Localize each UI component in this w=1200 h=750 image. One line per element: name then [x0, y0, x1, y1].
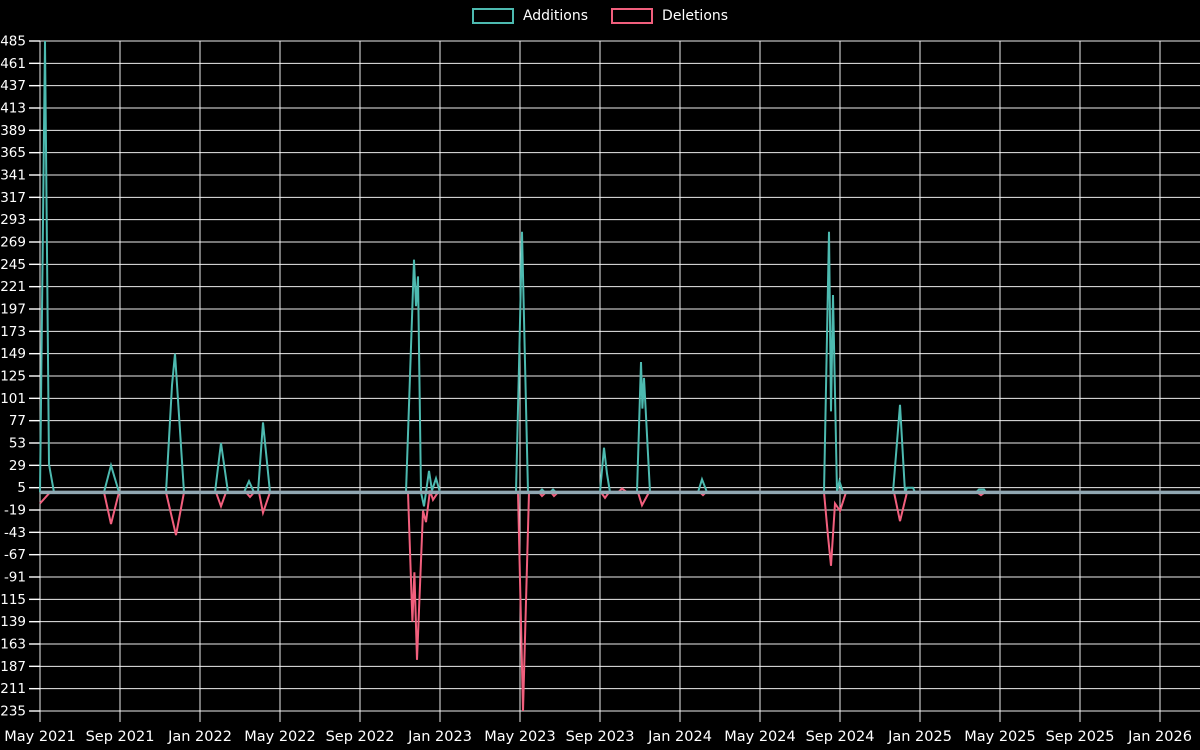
- y-tick-label: 77: [9, 413, 26, 429]
- legend-item-deletions: Deletions: [611, 7, 728, 25]
- y-tick-label: -139: [0, 614, 26, 630]
- legend-item-additions: Additions: [471, 7, 589, 25]
- y-tick-label: 437: [0, 78, 26, 94]
- x-tick-label: May 2022: [244, 729, 316, 745]
- x-tick-label: Sep 2024: [806, 729, 875, 745]
- y-tick-label: -67: [4, 547, 26, 563]
- x-tick-label: Jan 2024: [647, 729, 712, 745]
- x-tick-label: Sep 2025: [1046, 729, 1115, 745]
- y-tick-label: 245: [0, 257, 26, 273]
- y-tick-label: -91: [4, 570, 26, 586]
- y-tick-label: 293: [0, 212, 26, 228]
- x-tick-label: May 2024: [724, 729, 796, 745]
- x-tick-label: Jan 2023: [407, 729, 472, 745]
- y-tick-label: -115: [0, 592, 26, 608]
- y-tick-label: -163: [0, 637, 26, 653]
- y-tick-label: 5: [17, 480, 26, 496]
- y-tick-label: 485: [0, 34, 26, 50]
- series-deletions: [39, 487, 1198, 712]
- y-tick-label: 53: [9, 436, 26, 452]
- y-tick-label: 29: [9, 458, 26, 474]
- y-tick-label: -211: [0, 681, 26, 697]
- y-tick-label: 461: [0, 56, 26, 72]
- y-tick-label: 173: [0, 324, 26, 340]
- y-tick-label: 389: [0, 123, 26, 139]
- y-tick-label: 341: [0, 168, 26, 184]
- legend: Additions Deletions: [0, 7, 1200, 25]
- y-tick-label: -19: [4, 503, 26, 519]
- legend-label-additions: Additions: [522, 8, 589, 24]
- x-tick-label: May 2021: [4, 729, 76, 745]
- x-tick-label: May 2025: [964, 729, 1036, 745]
- y-tick-label: 149: [0, 346, 26, 362]
- x-tick-label: Sep 2022: [326, 729, 395, 745]
- y-tick-label: 365: [0, 145, 26, 161]
- y-tick-label: -187: [0, 659, 26, 675]
- y-tick-label: 269: [0, 235, 26, 251]
- y-tick-label: 317: [0, 190, 26, 206]
- y-tick-label: -43: [4, 525, 26, 541]
- y-tick-label: -235: [0, 704, 26, 720]
- x-tick-label: Jan 2022: [167, 729, 232, 745]
- y-tick-label: 101: [0, 391, 26, 407]
- x-tick-label: Sep 2021: [86, 729, 155, 745]
- x-tick-label: Jan 2026: [1127, 729, 1192, 745]
- legend-swatch-additions: [471, 8, 514, 24]
- y-tick-label: 197: [0, 302, 26, 318]
- y-tick-label: 413: [0, 101, 26, 117]
- x-tick-label: Jan 2025: [887, 729, 952, 745]
- y-tick-label: 125: [0, 369, 26, 385]
- legend-swatch-deletions: [611, 8, 654, 24]
- series-additions: [39, 40, 1198, 507]
- x-tick-label: May 2023: [484, 729, 556, 745]
- legend-label-deletions: Deletions: [662, 8, 729, 24]
- x-tick-label: Sep 2023: [566, 729, 635, 745]
- y-tick-label: 221: [0, 279, 26, 295]
